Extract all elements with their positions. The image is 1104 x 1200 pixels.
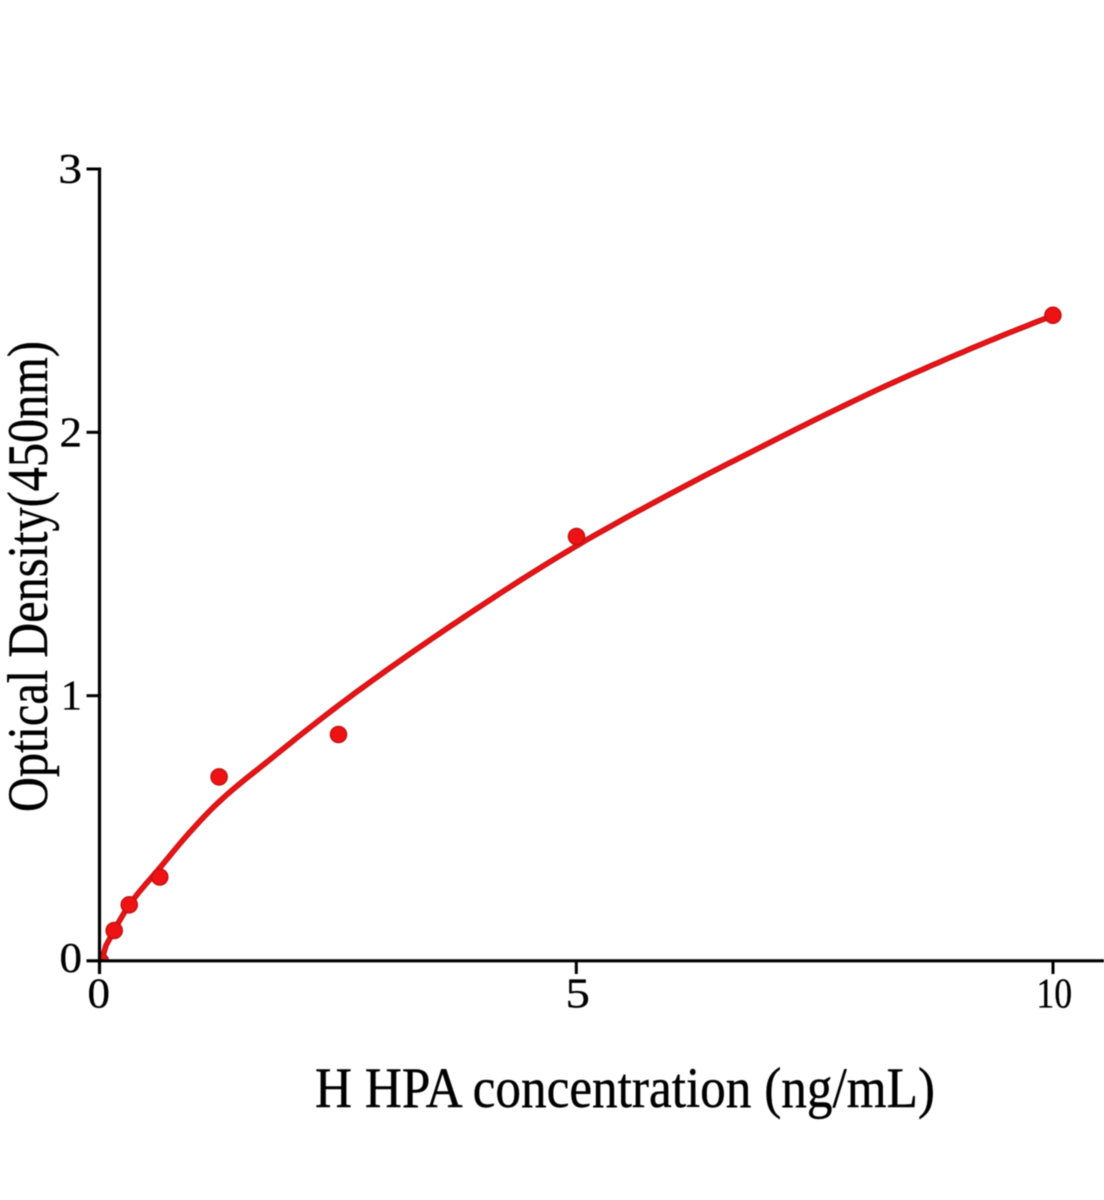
svg-text:10: 10	[1036, 971, 1072, 1018]
svg-text:Optical Density(450nm): Optical Density(450nm)	[0, 341, 60, 812]
svg-text:3: 3	[58, 145, 82, 192]
svg-text:1: 1	[61, 673, 82, 720]
svg-text:2: 2	[59, 409, 82, 456]
svg-text:0: 0	[59, 935, 82, 982]
svg-text:0: 0	[87, 971, 110, 1018]
svg-text:H HPA concentration (ng/mL): H HPA concentration (ng/mL)	[315, 1056, 935, 1119]
svg-text:5: 5	[565, 969, 589, 1016]
